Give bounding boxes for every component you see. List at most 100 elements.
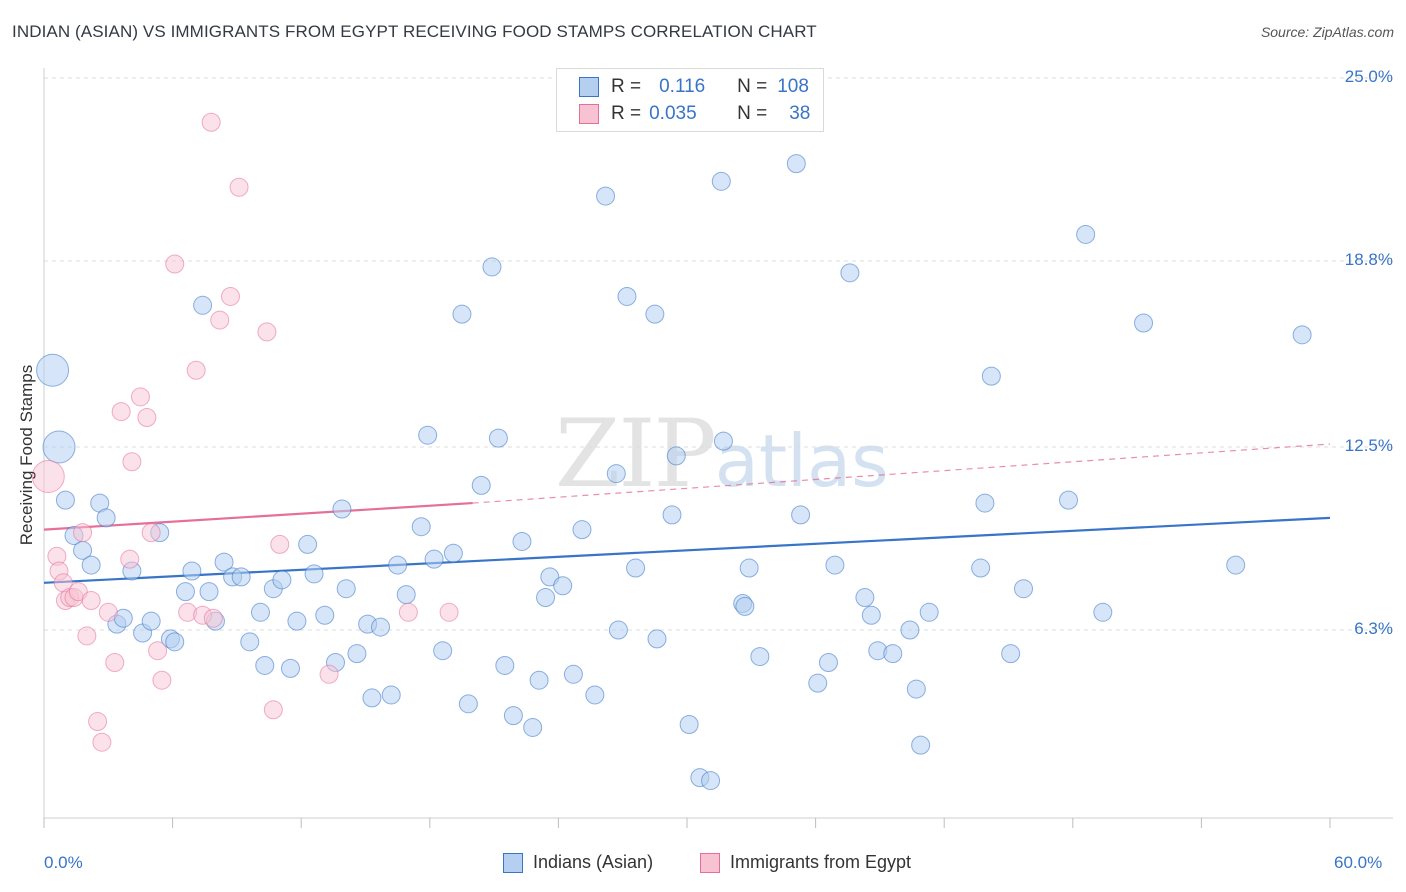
indians-point (193, 295, 213, 315)
indians-point (975, 493, 995, 513)
indians-point (1134, 313, 1154, 333)
source-note: Source: ZipAtlas.com (1260, 24, 1394, 40)
grid-lines (44, 77, 1393, 631)
indians-point (711, 171, 731, 191)
y-tick-label: 25.0% (1344, 67, 1393, 86)
indians-point (666, 446, 686, 466)
indians-point (647, 629, 667, 649)
egypt-point (203, 608, 223, 628)
egypt-point (105, 652, 125, 672)
egypt-point (201, 112, 221, 132)
egypt-point (120, 549, 140, 569)
egypt-point (186, 360, 206, 380)
egypt-point (220, 286, 240, 306)
egypt-point (92, 732, 112, 752)
indians-point (315, 605, 335, 625)
watermark-zip: ZIP (555, 400, 717, 509)
indians-point (919, 602, 939, 622)
egypt-point (257, 322, 277, 342)
indians-point (287, 611, 307, 631)
indians-point (182, 561, 202, 581)
indians-point (529, 670, 549, 690)
indians-point (662, 505, 682, 525)
indians-point (606, 464, 626, 484)
bottom-legend-label: Indians (Asian) (533, 852, 654, 872)
indians-point (512, 531, 532, 551)
indians-point (371, 617, 391, 637)
indians-point (332, 499, 352, 519)
indians-point (482, 257, 502, 277)
indians-point (701, 771, 721, 791)
egypt-point (73, 523, 93, 543)
indians-point (791, 505, 811, 525)
indians-point (906, 679, 926, 699)
indians-point (608, 620, 628, 640)
y-axis-title: Receiving Food Stamps (17, 364, 36, 546)
indians-point (786, 154, 806, 174)
indians-point (42, 430, 76, 464)
indians-trend-line (43, 516, 1331, 584)
indians-point (808, 673, 828, 693)
indians-point (362, 688, 382, 708)
legend-n-value: 108 (777, 76, 809, 97)
bottom-legend-swatch-pink (700, 852, 720, 873)
trend-lines (43, 443, 1331, 584)
indians-point (981, 366, 1001, 386)
indians-point (1093, 602, 1113, 622)
egypt-point (137, 407, 157, 427)
bottom-legend-label: Immigrants from Egypt (730, 852, 912, 872)
legend-row-indians: R = 0.116 N = 108 (579, 76, 809, 98)
indians-point (563, 664, 583, 684)
indians-point (488, 428, 508, 448)
egypt-point (98, 602, 118, 622)
legend-row-egypt: R = 0.035 N = 38 (579, 103, 810, 125)
indians-point (645, 304, 665, 324)
egypt-trend-line (43, 501, 473, 531)
indians-point (250, 602, 270, 622)
indians-point (458, 694, 478, 714)
indians-point (825, 555, 845, 575)
indians-point (347, 644, 367, 664)
data-points (31, 112, 1312, 791)
indians-point (553, 576, 573, 596)
indians-point (1292, 325, 1312, 345)
indians-point (165, 632, 185, 652)
legend-n-label: N = (737, 103, 768, 124)
indians-point (240, 632, 260, 652)
egypt-point (141, 523, 161, 543)
indians-point (1059, 490, 1079, 510)
egypt-point (31, 460, 65, 494)
indians-point (381, 685, 401, 705)
indians-point (96, 508, 116, 528)
egypt-point (270, 534, 290, 554)
legend-swatch-blue (579, 77, 599, 97)
bottom-legend-swatch-blue (503, 852, 523, 873)
indians-point (433, 641, 453, 661)
watermark: ZIPatlas (555, 400, 889, 509)
y-tick-label: 12.5% (1344, 436, 1393, 455)
indians-point (503, 706, 523, 726)
egypt-point (319, 664, 339, 684)
indians-point (883, 644, 903, 664)
indians-point (1226, 555, 1246, 575)
indians-point (679, 714, 699, 734)
indians-point (443, 543, 463, 563)
egypt-point (77, 626, 97, 646)
indians-point (255, 655, 275, 675)
indians-point (272, 570, 292, 590)
indians-point (536, 588, 556, 608)
bottom-legend-indians: Indians (Asian) (503, 852, 653, 873)
indians-point (739, 558, 759, 578)
chart-title: INDIAN (ASIAN) VS IMMIGRANTS FROM EGYPT … (12, 22, 817, 41)
indians-point (304, 564, 324, 584)
indians-point (495, 655, 515, 675)
indians-point (336, 579, 356, 599)
egypt-point (88, 712, 108, 732)
indians-point (626, 558, 646, 578)
indians-point (175, 582, 195, 602)
indians-point (617, 286, 637, 306)
indians-point (141, 611, 161, 631)
indians-point (36, 353, 70, 387)
egypt-point (165, 254, 185, 274)
